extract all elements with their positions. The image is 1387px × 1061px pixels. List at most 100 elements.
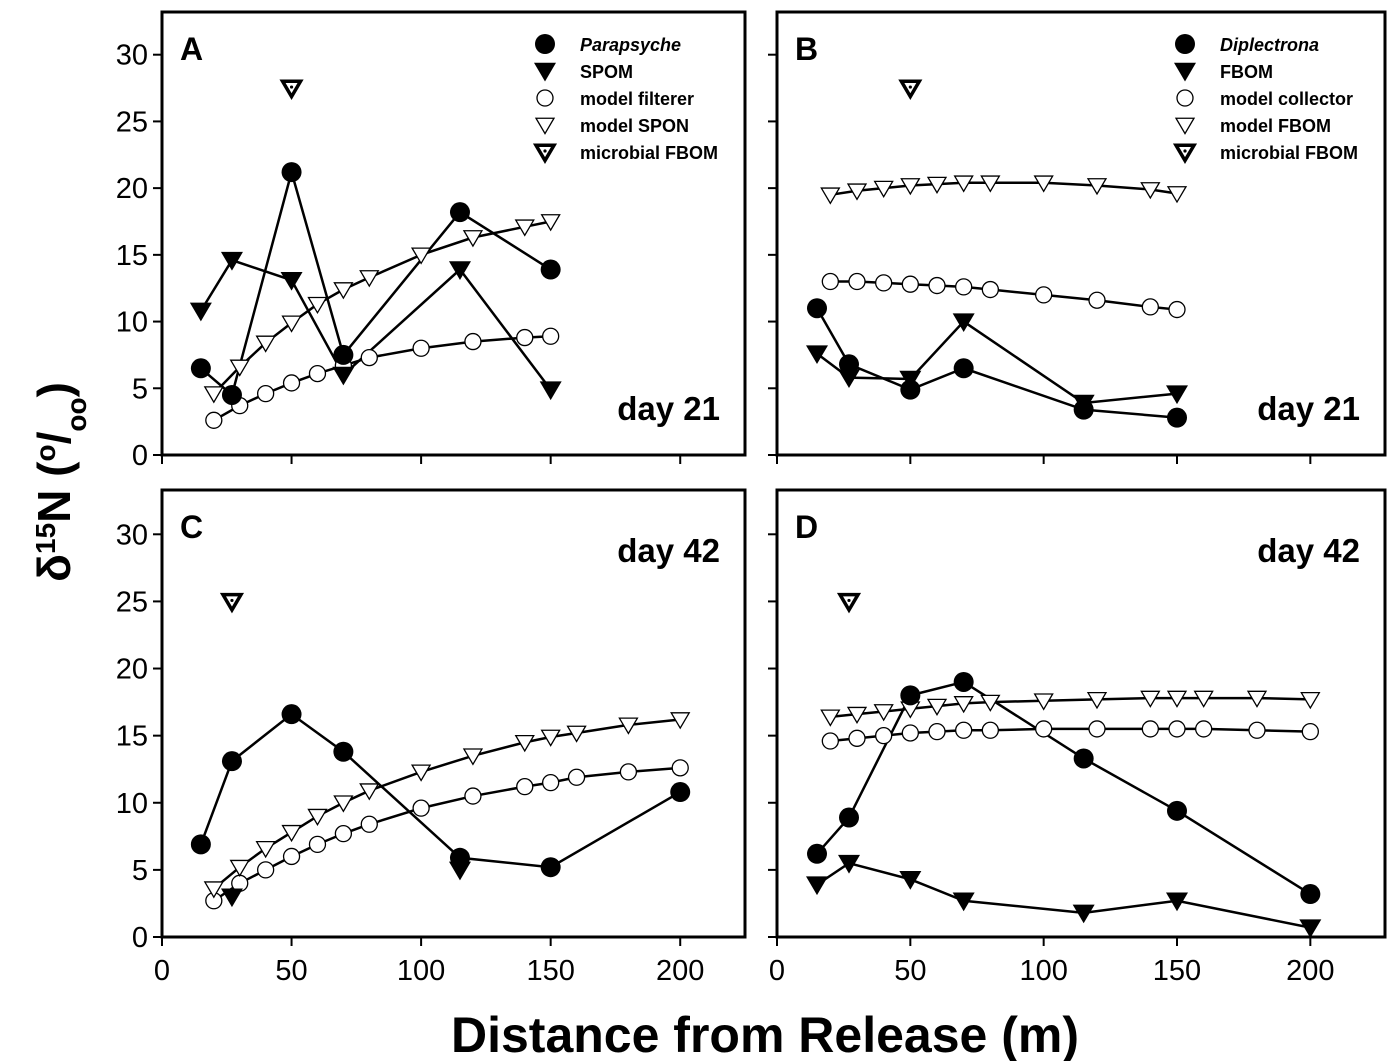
point [1088, 720, 1106, 738]
point [806, 345, 828, 365]
annotation: day 42 [1257, 532, 1360, 569]
point [1141, 720, 1159, 738]
x-tick-label: 100 [397, 955, 445, 987]
point-dot [847, 598, 851, 603]
point [873, 180, 894, 198]
point [256, 384, 275, 403]
point [926, 698, 948, 716]
point [807, 843, 827, 864]
y-tick-label: 0 [132, 440, 148, 472]
point [566, 725, 587, 743]
y-tick-label: 15 [116, 721, 148, 753]
point [1167, 407, 1187, 428]
y-tick-label: 25 [116, 586, 148, 618]
point [1141, 298, 1159, 316]
point [1168, 720, 1186, 738]
y-label-part: δ [28, 554, 80, 582]
point [980, 175, 1001, 193]
point [360, 815, 378, 833]
point [1300, 692, 1321, 710]
point [220, 251, 243, 271]
series-line [815, 307, 1178, 419]
point [846, 706, 868, 725]
point [952, 892, 975, 912]
point [1140, 690, 1161, 708]
point [203, 881, 224, 899]
point [360, 348, 378, 367]
panel-label: B [795, 31, 818, 67]
point [901, 275, 919, 293]
point [280, 271, 303, 291]
point [221, 751, 242, 772]
y-tick-label: 5 [132, 373, 148, 405]
point [534, 62, 556, 82]
point [256, 861, 275, 879]
point [955, 278, 973, 296]
point [953, 175, 974, 193]
legend-label: FBOM [1220, 62, 1273, 82]
series-line [213, 718, 681, 890]
legend-label: Diplectrona [1220, 35, 1319, 55]
point [255, 841, 276, 859]
point [953, 358, 974, 379]
x-tick-label: 200 [656, 955, 704, 987]
point-shape [532, 143, 558, 165]
point [1086, 178, 1108, 196]
point [334, 824, 353, 843]
x-tick-label: 0 [154, 955, 170, 987]
point [875, 274, 893, 292]
point [846, 183, 868, 201]
point [539, 381, 562, 401]
x-tick-label: 0 [769, 955, 785, 987]
point [220, 888, 243, 908]
point [848, 729, 866, 747]
panel-label: A [180, 31, 203, 67]
plot-frame [160, 488, 747, 939]
plot-frame [775, 10, 1387, 457]
point [464, 332, 482, 351]
point [281, 704, 302, 725]
point [952, 313, 975, 333]
point [281, 824, 302, 843]
point [899, 871, 922, 890]
point [898, 79, 923, 101]
point [953, 696, 974, 714]
point [1299, 919, 1322, 939]
point [412, 339, 430, 357]
point [1035, 720, 1053, 738]
x-tick-label: 150 [1153, 955, 1201, 987]
y-tick-label: 5 [132, 855, 148, 887]
point [1166, 385, 1188, 405]
point [412, 799, 430, 817]
point [873, 704, 894, 722]
panel-label: C [180, 509, 203, 545]
point [926, 176, 948, 194]
point-shape [1172, 143, 1198, 165]
point-dot [230, 598, 234, 603]
point [410, 764, 432, 782]
point [1072, 904, 1095, 924]
point [308, 364, 327, 383]
point [449, 202, 470, 223]
point [1246, 690, 1268, 708]
y-tick-label: 0 [132, 922, 148, 954]
x-tick-label: 50 [275, 955, 307, 987]
point-shape [898, 79, 923, 101]
point [359, 783, 380, 801]
point [229, 859, 250, 878]
point [955, 721, 973, 739]
point-dot [543, 149, 547, 153]
point [410, 247, 432, 265]
point [1088, 291, 1106, 309]
series-line [816, 319, 1178, 405]
series-line [816, 861, 1311, 929]
point [981, 280, 999, 299]
legend-label: microbial FBOM [1220, 143, 1358, 163]
point [203, 386, 224, 404]
y-axis-label: δ15N (o/oo) [28, 382, 92, 582]
point [1166, 690, 1188, 708]
y-label-part: / [28, 431, 80, 444]
point-shape [219, 592, 245, 614]
point [332, 366, 355, 386]
